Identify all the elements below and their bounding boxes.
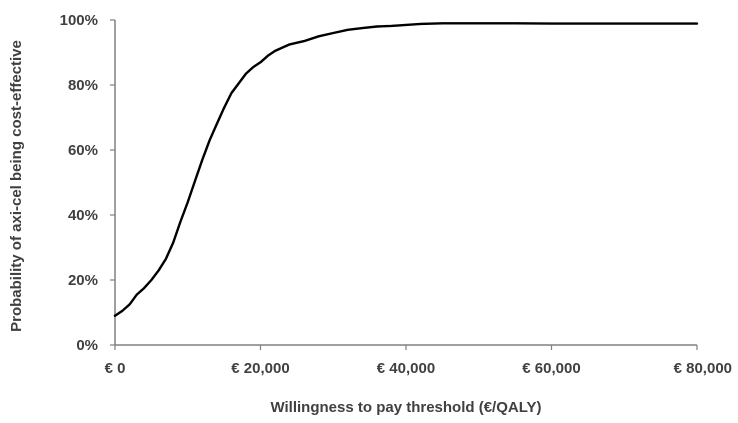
x-tick-label: € 0 bbox=[105, 360, 126, 377]
y-axis-title: Probability of axi-cel being cost-effect… bbox=[8, 40, 25, 332]
x-tick-label: € 80,000 bbox=[674, 360, 732, 377]
y-tick-label: 100% bbox=[60, 12, 98, 29]
y-tick-label: 60% bbox=[68, 142, 98, 159]
y-tick-label: 80% bbox=[68, 77, 98, 94]
tick-group: 0% 20% 40% 60% 80% 100% € 0 € 20,000 € 40,000 € 6… bbox=[60, 12, 732, 377]
x-tick-label: € 20,000 bbox=[231, 360, 289, 377]
x-tick-label: € 40,000 bbox=[377, 360, 435, 377]
x-axis-title: Willingness to pay threshold (€/QALY) bbox=[270, 399, 541, 416]
series-line bbox=[113, 22, 699, 317]
series-group bbox=[113, 22, 699, 317]
x-tick-label: € 60,000 bbox=[522, 360, 580, 377]
y-tick-label: 20% bbox=[68, 272, 98, 289]
y-tick-label: 0% bbox=[76, 337, 98, 354]
y-tick-label: 40% bbox=[68, 207, 98, 224]
